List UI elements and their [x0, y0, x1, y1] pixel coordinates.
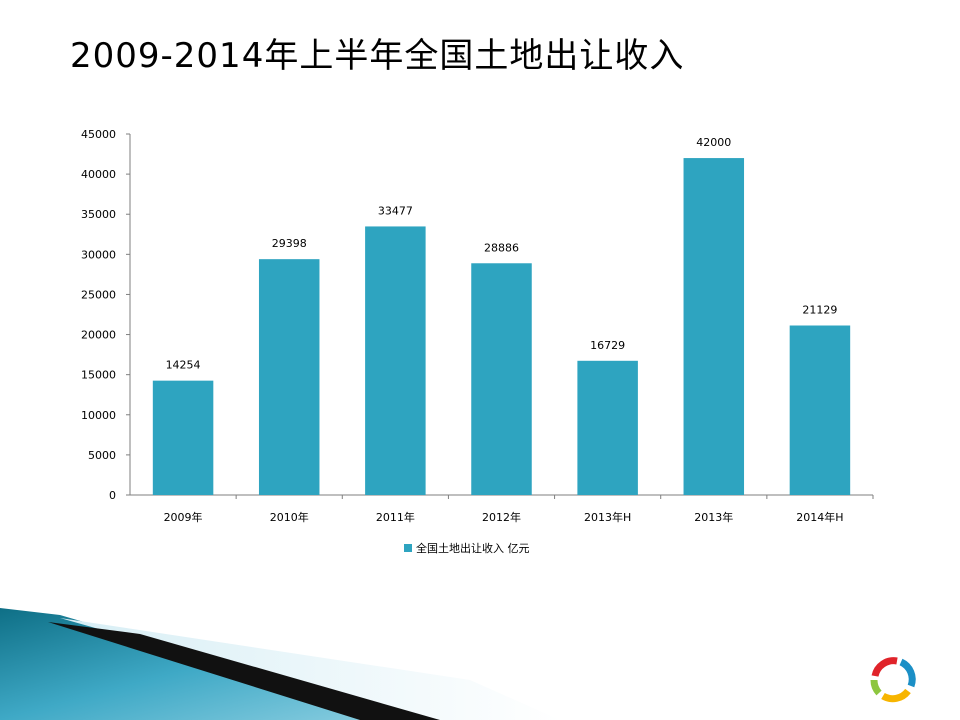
bar — [471, 263, 532, 495]
bar — [683, 158, 745, 496]
y-tick-label: 15000 — [81, 369, 116, 382]
x-tick-label: 2010年 — [270, 510, 309, 524]
bars — [152, 158, 851, 496]
logo-yellow-arc — [881, 688, 911, 703]
bar — [789, 325, 851, 495]
y-axis: 0 5000 10000 15000 20000 25000 30000 35000 40000… — [81, 128, 131, 502]
bar — [258, 259, 320, 495]
x-tick-label: 2011年 — [376, 510, 415, 524]
y-tick-label: 35000 — [81, 208, 116, 221]
bar — [365, 226, 426, 495]
x-tick-label: 2013年H — [584, 510, 631, 524]
y-tick-label: 40000 — [81, 168, 116, 181]
bar — [152, 380, 214, 495]
legend-label: 全国土地出让收入 亿元 — [416, 541, 530, 555]
data-label: 21129 — [802, 303, 837, 316]
bar — [577, 360, 638, 495]
data-label: 42000 — [696, 136, 731, 149]
y-tick-label: 0 — [109, 489, 116, 502]
y-tick-label: 45000 — [81, 128, 116, 141]
y-tick-label: 25000 — [81, 288, 116, 301]
swoosh-black-band — [48, 622, 440, 720]
x-axis: 2009年 2010年 2011年 2012年 2013年H 2013年 2014年H — [130, 494, 874, 524]
logo-red-arc — [871, 657, 898, 677]
x-tick-label: 2009年 — [164, 510, 203, 524]
swoosh-light-band — [60, 618, 560, 720]
data-label: 16729 — [590, 339, 625, 352]
legend-swatch — [404, 544, 412, 552]
data-label: 29398 — [272, 237, 307, 250]
x-tick-label: 2014年H — [796, 510, 843, 524]
legend: 全国土地出让收入 亿元 — [404, 541, 530, 555]
logo-blue-arc — [899, 658, 916, 688]
data-labels: 14254 29398 33477 28886 16729 42000 21129 — [166, 136, 838, 372]
y-tick-label: 10000 — [81, 409, 116, 422]
y-tick-label: 30000 — [81, 248, 116, 261]
x-tick-label: 2013年 — [694, 510, 733, 524]
data-label: 28886 — [484, 241, 519, 254]
logo-green-arc — [870, 679, 882, 696]
y-tick-label: 20000 — [81, 329, 116, 342]
data-label: 33477 — [378, 204, 413, 217]
data-label: 14254 — [166, 359, 201, 372]
y-tick-label: 5000 — [88, 449, 116, 462]
x-tick-label: 2012年 — [482, 510, 521, 524]
slide-title: 2009-2014年上半年全国土地出让收入 — [70, 36, 685, 76]
company-logo — [870, 657, 916, 703]
